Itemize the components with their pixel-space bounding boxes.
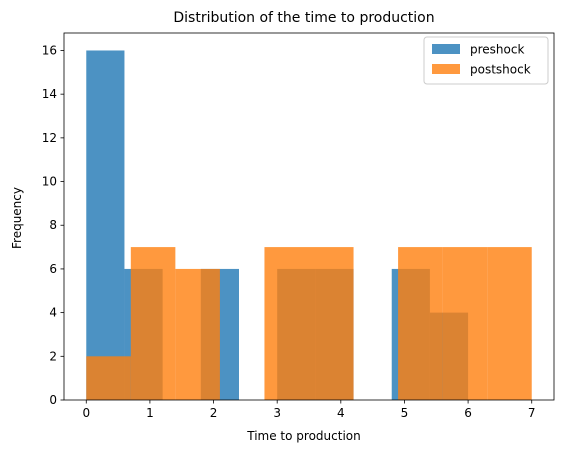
postshock-bar [86, 356, 131, 400]
x-tick-label: 5 [401, 406, 409, 420]
chart-title: Distribution of the time to production [173, 10, 434, 26]
postshock-bar [309, 247, 354, 400]
preshock-legend-label: preshock [470, 43, 524, 57]
y-tick-label: 14 [42, 87, 57, 101]
y-tick-label: 10 [42, 175, 57, 189]
x-tick-label: 6 [464, 406, 472, 420]
x-axis-ticks: 0 1 2 3 4 5 6 7 [82, 400, 535, 420]
x-tick-label: 1 [146, 406, 154, 420]
y-tick-label: 4 [49, 306, 57, 320]
postshock-bar [487, 247, 532, 400]
y-axis-label: Frequency [10, 187, 24, 249]
preshock-bar [86, 50, 124, 400]
postshock-bar [443, 247, 488, 400]
postshock-legend-label: postshock [470, 63, 531, 77]
x-axis-label: Time to production [246, 429, 360, 443]
y-tick-label: 8 [49, 218, 57, 232]
x-tick-label: 2 [210, 406, 218, 420]
x-tick-label: 7 [528, 406, 536, 420]
postshock-bar [398, 247, 443, 400]
x-tick-label: 3 [273, 406, 281, 420]
y-axis-ticks: 0 2 4 6 8 10 12 14 16 [42, 43, 64, 407]
bars-layer [86, 50, 531, 400]
y-tick-label: 0 [49, 393, 57, 407]
preshock-legend-swatch [432, 44, 460, 54]
x-tick-label: 4 [337, 406, 345, 420]
postshock-bar [131, 247, 176, 400]
y-tick-label: 6 [49, 262, 57, 276]
legend: preshock postshock [424, 37, 548, 84]
y-tick-label: 12 [42, 131, 57, 145]
postshock-bar [264, 247, 309, 400]
y-tick-label: 16 [42, 43, 57, 57]
x-tick-label: 0 [82, 406, 90, 420]
y-tick-label: 2 [49, 349, 57, 363]
postshock-bar [175, 269, 220, 400]
postshock-legend-swatch [432, 64, 460, 74]
